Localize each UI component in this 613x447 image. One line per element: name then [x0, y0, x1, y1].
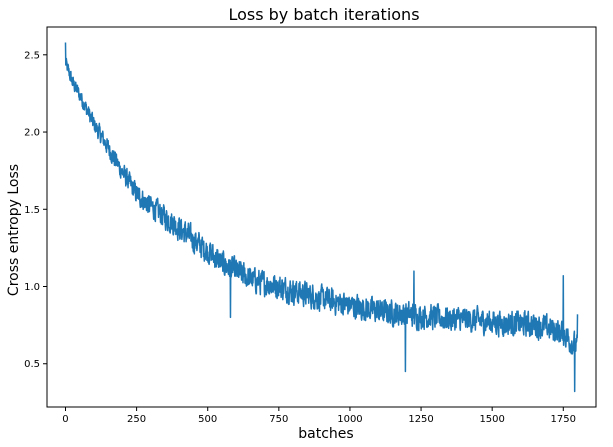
y-axis-ticks: 0.5 1.0 1.5 2.0 2.5	[24, 50, 47, 370]
y-tick-label: 1.0	[24, 282, 40, 293]
y-tick-label: 2.5	[24, 50, 40, 61]
x-axis-label: batches	[298, 426, 353, 442]
x-tick-label: 0	[62, 414, 68, 425]
y-axis-label: Cross entropy Loss	[6, 164, 22, 296]
chart-title: Loss by batch iterations	[228, 5, 419, 24]
y-tick-label: 1.5	[24, 205, 40, 216]
x-tick-label: 250	[127, 414, 146, 425]
x-tick-label: 1000	[337, 414, 362, 425]
plot-frame	[46, 26, 597, 408]
x-tick-label: 750	[269, 414, 288, 425]
x-tick-label: 1500	[479, 414, 504, 425]
loss-series-line	[64, 42, 579, 393]
x-tick-label: 1750	[551, 414, 576, 425]
x-tick-label: 500	[198, 414, 217, 425]
x-tick-label: 1250	[408, 414, 433, 425]
y-tick-label: 0.5	[24, 359, 40, 370]
x-axis-ticks: 0 250 500 750 1000 1250 1500 1750	[62, 407, 576, 425]
plot-area	[64, 42, 579, 393]
y-tick-label: 2.0	[24, 128, 40, 139]
